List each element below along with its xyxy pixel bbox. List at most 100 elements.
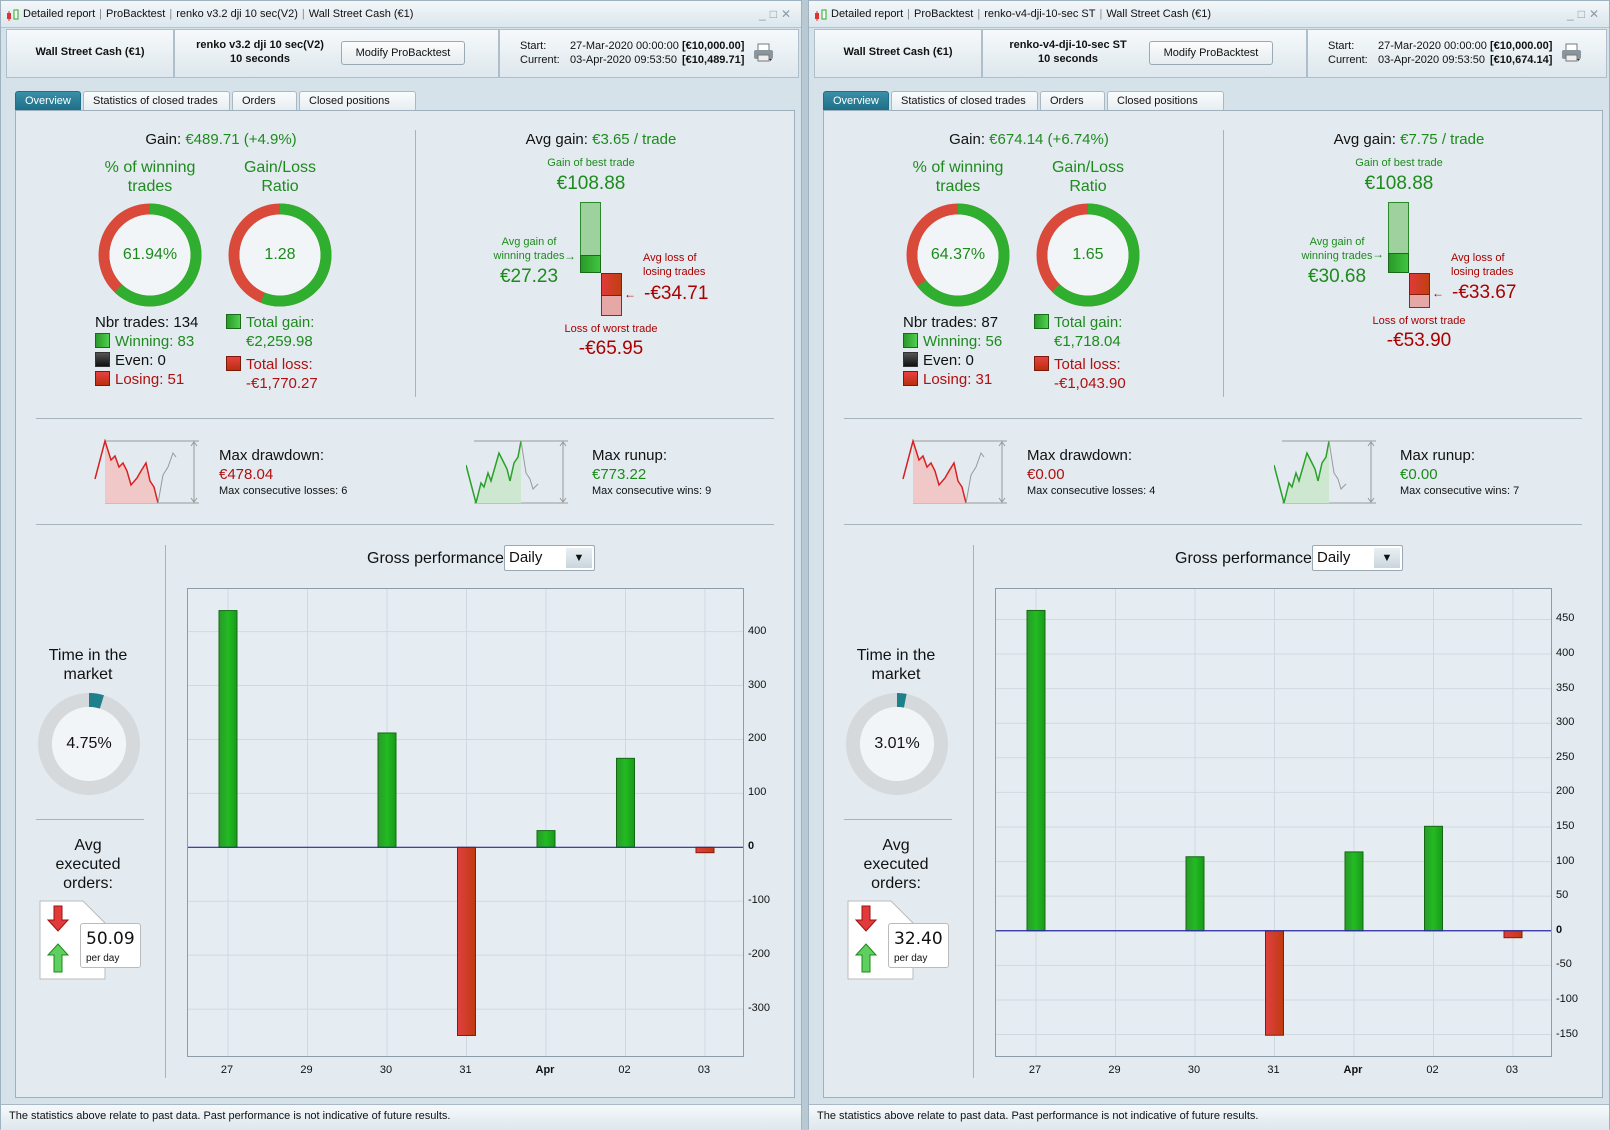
- y-tick-label: 0: [748, 840, 755, 853]
- tab-statistics-of-closed-trades[interactable]: Statistics of closed trades: [891, 91, 1038, 110]
- winning-count: Winning: 83: [95, 332, 198, 351]
- arrow-left-icon: ←: [1432, 285, 1444, 300]
- title-bar: Detailed report | ProBacktest | renko v3.2 d…: [1, 1, 801, 28]
- tab-closed-positions-list[interactable]: Closed positions list: [299, 91, 416, 125]
- chevron-down-icon[interactable]: ▼: [1374, 548, 1400, 568]
- period-dropdown[interactable]: Daily ▼: [1312, 545, 1403, 571]
- x-tick-label: 02: [1426, 1064, 1439, 1076]
- tab-statistics-of-closed-trades[interactable]: Statistics of closed trades: [83, 91, 230, 110]
- title-segment: renko v3.2 dji 10 sec(V2): [176, 8, 298, 20]
- total-gain-swatch-icon: [226, 314, 241, 329]
- runup-sparkline-icon: [466, 440, 568, 504]
- instrument-cell: Wall Street Cash (€1): [6, 29, 174, 78]
- minimize-icon[interactable]: _: [759, 7, 770, 21]
- max-drawdown-value: €478.04: [219, 466, 274, 483]
- total-gain-value: €1,718.04: [1054, 333, 1121, 350]
- current-value: 03-Apr-2020 09:53:50: [1378, 54, 1486, 66]
- drawdown-sparkline-icon: [902, 439, 1007, 504]
- avg-executed-orders-title: Avg executed orders:: [863, 837, 929, 892]
- time-in-market-title: Time in the market: [48, 647, 128, 683]
- winning-title-line: % of winning: [104, 159, 196, 176]
- modify-probacktest-button[interactable]: Modify ProBacktest: [1149, 41, 1273, 65]
- y-tick-label: 100: [1556, 854, 1575, 867]
- total-loss-label: Total loss:: [246, 356, 313, 373]
- x-tick-label: 02: [618, 1064, 631, 1076]
- close-icon[interactable]: ✕: [1588, 7, 1603, 21]
- y-tick-label: -150: [1556, 1027, 1579, 1040]
- y-tick-label: -100: [748, 894, 771, 907]
- x-tick-label: 30: [1187, 1064, 1201, 1076]
- best-trade-value: €108.88: [556, 173, 626, 194]
- y-tick-label: 250: [1556, 750, 1575, 763]
- even-count: Even: 0: [903, 351, 1002, 370]
- start-capital: [€10,000.00]: [1490, 40, 1553, 52]
- print-icon[interactable]: [1561, 43, 1583, 63]
- tab-orders-list[interactable]: Orders list: [232, 91, 297, 125]
- losing-count: Losing: 51: [95, 370, 198, 389]
- gain-label: Gain:: [949, 131, 985, 148]
- avg-gain-summary: Avg gain: €7.75 / trade: [1309, 131, 1509, 148]
- avg-gain-label: Avg gain:: [1333, 131, 1396, 148]
- time-in-market-donut: [846, 693, 948, 795]
- divider: [1223, 130, 1224, 397]
- title-segment: ProBacktest: [914, 8, 974, 20]
- period-dropdown[interactable]: Daily ▼: [504, 545, 595, 571]
- current-label: Current:: [520, 54, 560, 66]
- close-icon[interactable]: ✕: [780, 7, 795, 21]
- x-tick-label: 03: [1505, 1064, 1519, 1076]
- chevron-down-icon[interactable]: ▼: [566, 548, 592, 568]
- print-icon[interactable]: [753, 43, 775, 63]
- timeframe: 10 seconds: [230, 53, 290, 65]
- max-drawdown-value: €0.00: [1027, 466, 1065, 483]
- instrument-cell: Wall Street Cash (€1): [814, 29, 982, 78]
- title-segment: Detailed report: [831, 8, 904, 20]
- title-segment: Wall Street Cash (€1): [308, 8, 414, 20]
- candlestick-logo-icon: [815, 9, 827, 21]
- total-gain-label: Total gain:: [1054, 314, 1123, 331]
- start-value: 27-Mar-2020 00:00:00: [1378, 40, 1487, 52]
- strategy-cell: renko v3.2 dji 10 sec(V2) 10 seconds Mod…: [174, 29, 499, 78]
- maximize-icon[interactable]: □: [769, 7, 781, 21]
- divider: [165, 545, 166, 1078]
- max-consecutive-losses: Max consecutive losses: 6: [219, 485, 348, 497]
- orders-unit: per day: [894, 953, 928, 964]
- period-cell: Start: 27-Mar-2020 00:00:00 [€10,000.00]…: [499, 29, 799, 78]
- tab-overview[interactable]: Overview: [15, 91, 81, 110]
- total-loss-value: -€1,043.90: [1054, 375, 1126, 392]
- modify-probacktest-button[interactable]: Modify ProBacktest: [341, 41, 465, 65]
- arrow-left-icon: ←: [624, 286, 636, 301]
- instrument-name: Wall Street Cash (€1): [35, 46, 145, 58]
- trade-counts: Nbr trades: 87 Winning: 56 Even: 0 Losin…: [903, 313, 1002, 389]
- tab-orders-list[interactable]: Orders list: [1040, 91, 1105, 125]
- time-in-market-donut: [38, 693, 140, 795]
- gain-value: €489.71 (+4.9%): [185, 131, 297, 148]
- maximize-icon[interactable]: □: [1577, 7, 1589, 21]
- bar-Apr: [1344, 851, 1364, 932]
- max-consecutive-wins: Max consecutive wins: 7: [1400, 485, 1520, 497]
- tab-overview[interactable]: Overview: [823, 91, 889, 110]
- minimize-icon[interactable]: _: [1567, 7, 1578, 21]
- gain-summary: Gain: €489.71 (+4.9%): [121, 131, 321, 148]
- ratio-title-line: Ratio: [1069, 178, 1107, 195]
- x-tick-label: 30: [379, 1064, 393, 1076]
- winning-title-line: trades: [127, 178, 173, 195]
- y-tick-label: 100: [748, 786, 767, 799]
- gross-performance-chart: [187, 588, 744, 1057]
- bar-03: [1503, 930, 1523, 939]
- worst-trade-bar: [1409, 294, 1430, 309]
- orders-unit: per day: [86, 953, 120, 964]
- current-capital: [€10,674.14]: [1490, 54, 1553, 66]
- y-tick-label: 400: [748, 624, 767, 637]
- winning-title-line: % of winning: [912, 159, 1004, 176]
- y-tick-label: 0: [1556, 923, 1563, 936]
- best-trade-bar: [580, 202, 601, 256]
- tab-closed-positions-list[interactable]: Closed positions list: [1107, 91, 1224, 125]
- gain-loss-ratio-donut: [1036, 203, 1140, 307]
- even-swatch-icon: [95, 352, 110, 367]
- title-segment: renko-v4-dji-10-sec ST: [984, 8, 1096, 20]
- start-value: 27-Mar-2020 00:00:00: [570, 40, 679, 52]
- max-runup-label: Max runup:: [1400, 447, 1476, 464]
- separator: [844, 418, 1582, 419]
- time-in-market-value: 4.75%: [66, 735, 112, 752]
- y-tick-label: 200: [748, 732, 767, 745]
